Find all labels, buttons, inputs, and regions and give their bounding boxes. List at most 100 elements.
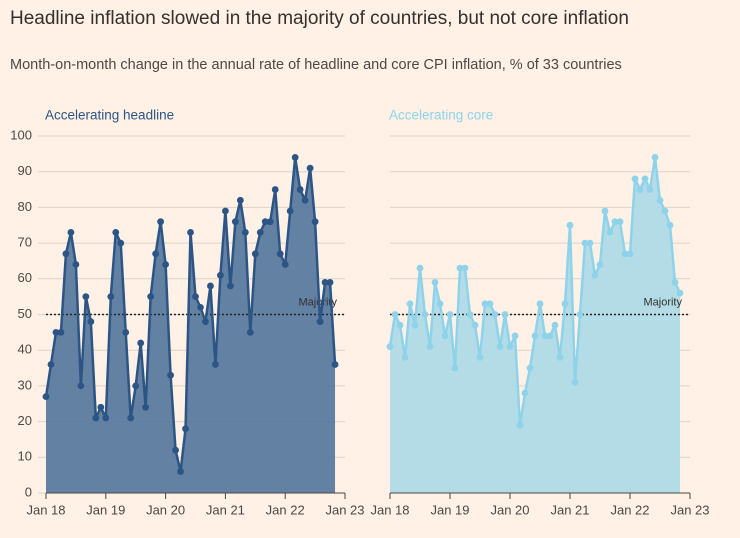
point (316, 318, 324, 326)
point (616, 218, 624, 226)
point (671, 278, 679, 286)
point (281, 261, 289, 268)
point (102, 414, 110, 422)
point (451, 364, 459, 372)
point (212, 361, 219, 368)
point (142, 403, 150, 411)
point (261, 218, 269, 226)
y-tick-label: 10 (18, 449, 32, 464)
point (466, 311, 474, 318)
point (226, 282, 234, 290)
point (541, 332, 549, 340)
point (501, 311, 509, 318)
point (77, 382, 85, 390)
point (331, 361, 339, 368)
point (436, 300, 444, 308)
point (446, 311, 454, 318)
point (531, 332, 539, 340)
point (57, 328, 65, 336)
point (82, 293, 90, 301)
point (182, 425, 189, 433)
y-tick-label: 20 (18, 413, 32, 428)
point (496, 343, 504, 351)
point (286, 207, 294, 215)
point (521, 389, 529, 397)
point (386, 343, 394, 351)
x-tick-label: Jan 21 (206, 502, 245, 517)
point (401, 353, 409, 361)
point (551, 321, 559, 329)
point (177, 468, 184, 475)
x-tick-label: Jan 21 (550, 502, 589, 517)
panel-title: Accelerating headline (45, 108, 174, 123)
point (461, 264, 469, 272)
point (251, 250, 259, 258)
point (396, 321, 404, 329)
x-tick-label: Jan 23 (325, 502, 364, 517)
point (311, 218, 319, 226)
point (476, 353, 484, 361)
point (306, 164, 314, 172)
chart-subtitle: Month-on-month change in the annual rate… (10, 57, 622, 73)
point (236, 196, 244, 204)
y-tick-label: 80 (18, 199, 32, 214)
point (506, 343, 514, 351)
point (276, 250, 284, 258)
x-tick-label: Jan 23 (670, 502, 709, 517)
point (97, 403, 105, 411)
point (266, 218, 274, 226)
y-tick-label: 90 (18, 163, 32, 178)
point (526, 364, 534, 372)
point (167, 371, 174, 379)
point (661, 207, 669, 215)
point (576, 311, 584, 318)
point (561, 300, 569, 308)
point (556, 353, 564, 361)
point (411, 321, 419, 329)
point (256, 228, 264, 236)
y-tick-label: 70 (18, 235, 32, 250)
point (586, 239, 594, 247)
point (676, 289, 684, 297)
point (621, 250, 629, 258)
point (67, 228, 75, 236)
x-tick-label: Jan 20 (490, 502, 529, 517)
point (651, 154, 659, 161)
area (390, 157, 680, 494)
point (271, 186, 279, 193)
point (511, 332, 519, 340)
point (456, 264, 464, 272)
point (72, 261, 80, 268)
point (666, 221, 674, 229)
point (571, 378, 579, 386)
point (631, 175, 639, 183)
x-tick-label: Jan 19 (86, 502, 125, 517)
point (321, 278, 329, 286)
point (646, 186, 654, 193)
x-tick-label: Jan 22 (610, 502, 649, 517)
point (217, 271, 224, 279)
point (127, 414, 135, 422)
y-tick-label: 50 (18, 306, 32, 321)
point (92, 414, 100, 422)
point (197, 303, 204, 311)
point (122, 328, 130, 336)
point (566, 221, 574, 229)
point (421, 311, 429, 318)
point (112, 228, 120, 236)
x-tick-label: Jan 22 (266, 502, 305, 517)
point (416, 264, 424, 272)
point (52, 328, 60, 336)
point (486, 300, 494, 308)
x-tick-label: Jan 19 (430, 502, 469, 517)
point (626, 250, 634, 258)
x-tick-label: Jan 18 (370, 502, 409, 517)
x-tick-label: Jan 20 (146, 502, 185, 517)
point (87, 318, 95, 326)
point (301, 196, 309, 204)
point (601, 207, 609, 215)
point (192, 293, 199, 301)
point (147, 293, 155, 301)
point (157, 218, 165, 226)
